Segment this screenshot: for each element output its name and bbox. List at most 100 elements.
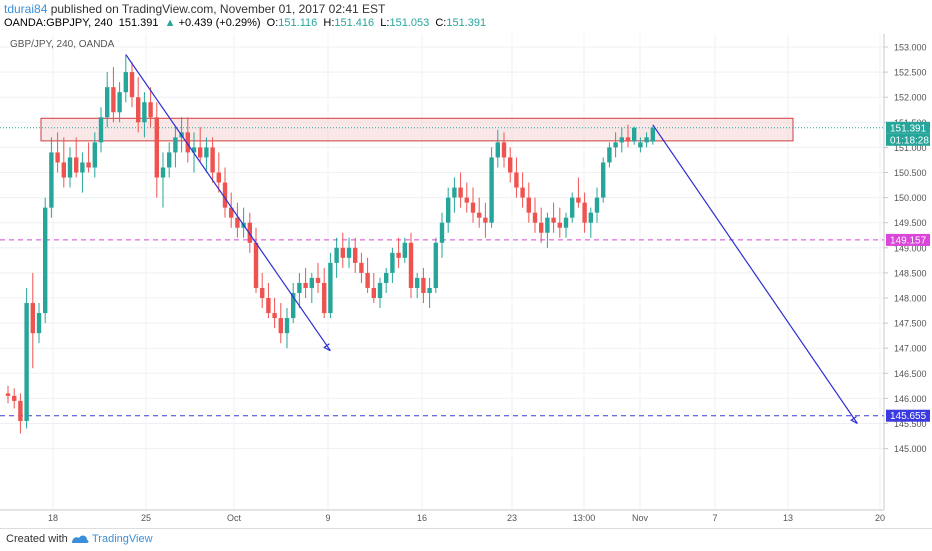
candle-body <box>18 400 23 421</box>
candle-body <box>632 127 637 142</box>
candle-body <box>439 222 445 243</box>
timer-tag-text: 01:18:28 <box>890 135 929 146</box>
candle-body <box>563 217 569 228</box>
low-label: L: <box>380 17 390 29</box>
y-tick-label: 148.500 <box>894 268 927 278</box>
candle-body <box>210 147 215 173</box>
support-low-tag <box>886 409 930 422</box>
x-tick-label: 18 <box>48 513 58 523</box>
candle-body <box>384 272 389 283</box>
x-tick-label: 9 <box>325 513 330 523</box>
candle-body <box>402 242 407 258</box>
support-mid-tag <box>886 233 930 246</box>
candle-body <box>334 247 339 263</box>
candle-body <box>594 197 600 213</box>
candle-body <box>551 217 556 223</box>
candle-body <box>111 87 116 113</box>
candle-body <box>67 157 73 178</box>
y-tick-label: 149.000 <box>894 243 927 253</box>
candle-body <box>61 162 66 178</box>
candle-body <box>80 162 85 173</box>
chart-background <box>0 34 932 528</box>
symbol-name: OANDA:GBPJPY, 240 <box>4 17 113 29</box>
candle-body <box>415 277 420 288</box>
candle-body <box>495 142 500 158</box>
candle-body <box>167 152 172 168</box>
candle-body <box>154 117 159 178</box>
candle-body <box>576 197 581 203</box>
projection-lines[interactable] <box>125 54 858 425</box>
candle-body <box>340 247 345 258</box>
candle-body <box>309 277 314 288</box>
low-value: 151.053 <box>389 17 430 29</box>
y-tick-label: 147.000 <box>894 344 927 354</box>
candle-body <box>247 222 252 243</box>
footer-bar: Created with TradingView <box>0 528 932 551</box>
candle-body <box>129 72 135 98</box>
y-tick-label: 146.500 <box>894 369 927 379</box>
y-tick-label: 152.500 <box>894 68 927 78</box>
candle-body <box>613 142 618 148</box>
candle-body <box>328 262 333 314</box>
candle-body <box>483 217 488 223</box>
x-tick-label: 7 <box>712 513 717 523</box>
y-tick-label: 145.000 <box>894 444 927 454</box>
candle-body <box>433 242 438 288</box>
chart-header: tdurai84 published on TradingView.com, N… <box>0 0 932 34</box>
candle-body <box>284 318 290 334</box>
candle-body <box>198 147 203 158</box>
candle-body <box>49 152 54 208</box>
y-tick-label: 150.500 <box>894 168 927 178</box>
high-label: H: <box>323 17 335 29</box>
candle-body <box>216 172 221 183</box>
candle-body <box>644 137 649 143</box>
candle-body <box>359 262 364 273</box>
candle-body <box>446 197 451 223</box>
candle-body <box>601 162 606 198</box>
chart-symbol-label: GBP/JPY, 240, OANDA <box>10 39 115 50</box>
y-tick-label: 152.000 <box>894 93 927 103</box>
resistance-zone[interactable] <box>40 117 794 142</box>
candle-body <box>266 298 271 314</box>
author-link[interactable]: tdurai84 <box>4 2 48 16</box>
y-tick-label: 151.000 <box>894 143 927 153</box>
y-tick-label: 150.000 <box>894 193 927 203</box>
candle-body <box>24 303 29 421</box>
candle-body <box>222 182 228 208</box>
candle-body <box>489 157 494 223</box>
candle-body <box>278 318 283 334</box>
candle-body <box>322 282 327 314</box>
price-chart[interactable]: 145.000 145.500 146.000 146.500 147.000 147.5… <box>0 34 932 528</box>
candle-body <box>526 197 531 213</box>
y-tick-label: 148.000 <box>894 294 927 304</box>
last-price-tag-text: 151.391 <box>890 123 927 134</box>
candle-body <box>142 102 147 123</box>
candle-body <box>291 292 296 319</box>
candle-body <box>12 395 17 401</box>
candle-body <box>371 287 376 298</box>
x-tick-label: 16 <box>417 513 427 523</box>
candle-body <box>353 247 358 263</box>
candle-body <box>185 132 190 153</box>
timer-tag <box>886 133 930 146</box>
candle-body <box>470 202 476 213</box>
candle-body <box>136 97 141 123</box>
candlestick-series <box>5 54 655 434</box>
candle-body <box>625 137 631 142</box>
candle-body <box>458 187 463 198</box>
ohlc-line: OANDA:GBPJPY, 240 151.391 ▲ +0.439 (+0.2… <box>4 17 486 29</box>
price-axis[interactable]: 145.000 145.500 146.000 146.500 147.000 147.5… <box>884 43 927 455</box>
close-label: C: <box>435 17 447 29</box>
time-axis[interactable]: 18 25 Oct 9 16 23 13:00 Nov 7 13 20 <box>48 513 885 523</box>
last-price: 151.391 <box>118 17 159 29</box>
support-mid-tag-text: 149.157 <box>890 235 927 246</box>
candle-body <box>173 137 178 153</box>
created-with-text: Created with <box>6 533 68 545</box>
tradingview-brand-link[interactable]: TradingView <box>92 533 153 545</box>
projection-line-1 <box>125 54 331 352</box>
price-change: +0.439 (+0.29%) <box>178 17 261 29</box>
candle-body <box>303 282 308 288</box>
y-tick-label: 145.500 <box>894 419 927 429</box>
candle-body <box>74 157 79 173</box>
support-low-tag-text: 145.655 <box>890 411 927 422</box>
